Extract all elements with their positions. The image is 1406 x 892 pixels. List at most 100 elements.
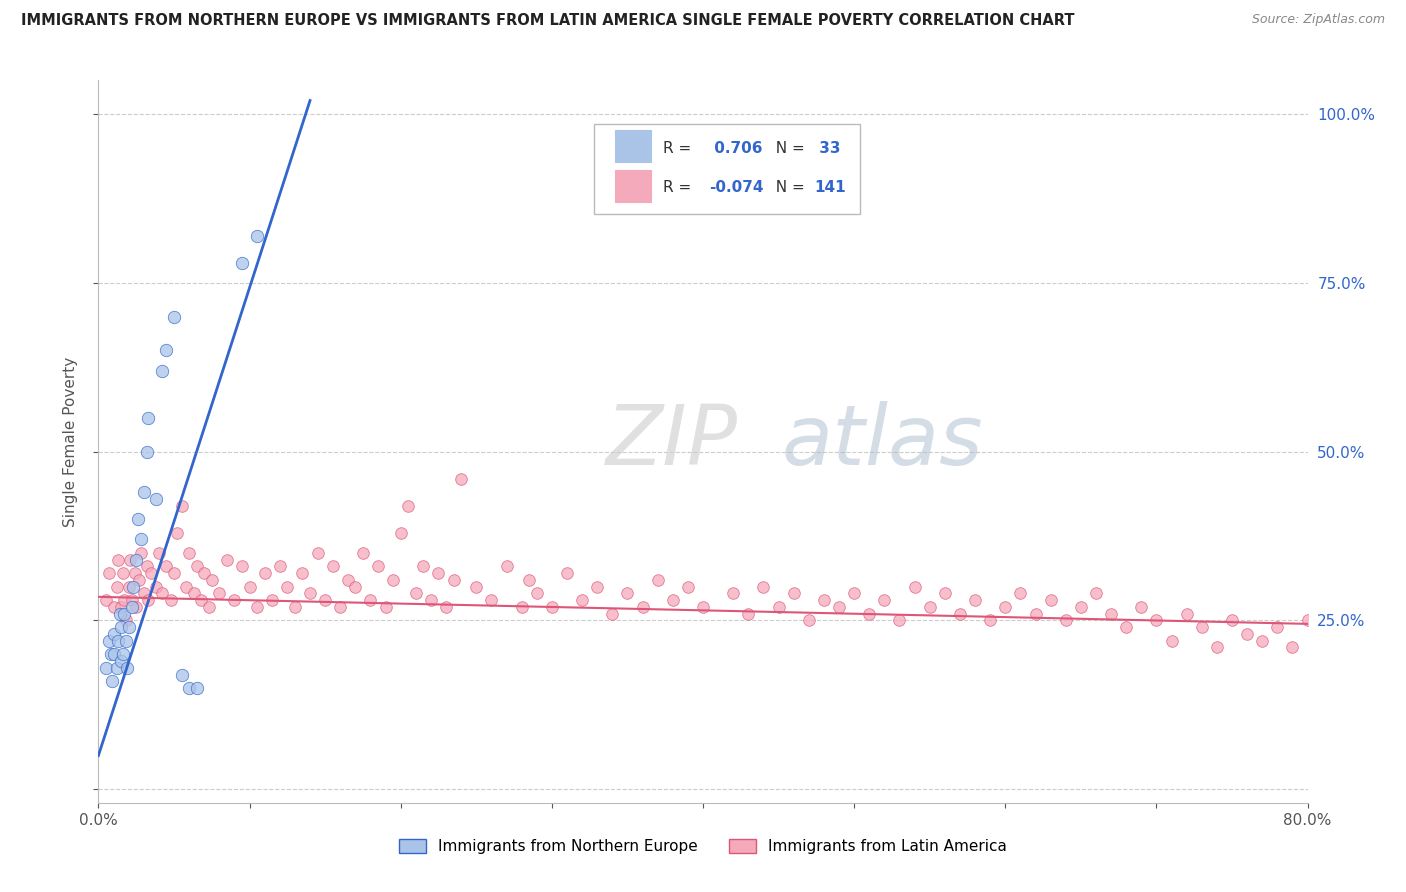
Point bbox=[112, 593, 135, 607]
Point bbox=[179, 681, 201, 695]
Point bbox=[150, 586, 173, 600]
Point bbox=[107, 552, 129, 566]
Point bbox=[103, 599, 125, 614]
Point bbox=[495, 559, 517, 574]
Point bbox=[101, 674, 124, 689]
Point bbox=[481, 593, 503, 607]
Point bbox=[105, 580, 128, 594]
Point bbox=[145, 580, 167, 594]
Point bbox=[150, 364, 173, 378]
Point bbox=[676, 580, 699, 594]
Point bbox=[571, 593, 593, 607]
Point bbox=[118, 620, 141, 634]
Point bbox=[1312, 627, 1334, 641]
Point bbox=[367, 559, 389, 574]
Point bbox=[276, 580, 298, 594]
Point bbox=[631, 599, 654, 614]
Point bbox=[1099, 607, 1122, 621]
Point bbox=[322, 559, 344, 574]
Point bbox=[183, 586, 205, 600]
Point bbox=[246, 228, 269, 243]
Point bbox=[934, 586, 956, 600]
Point bbox=[186, 681, 208, 695]
Point bbox=[145, 491, 167, 506]
Point bbox=[197, 599, 219, 614]
Point bbox=[141, 566, 163, 581]
Point bbox=[121, 599, 143, 614]
Point bbox=[344, 580, 367, 594]
Point bbox=[1115, 620, 1137, 634]
Point bbox=[253, 566, 276, 581]
Point bbox=[155, 343, 177, 358]
Point bbox=[314, 593, 336, 607]
Point bbox=[111, 566, 134, 581]
Point bbox=[616, 586, 638, 600]
Point bbox=[1296, 614, 1319, 628]
Point bbox=[170, 499, 193, 513]
Point bbox=[1175, 607, 1198, 621]
Point bbox=[127, 512, 149, 526]
Point bbox=[114, 633, 136, 648]
Point bbox=[105, 661, 128, 675]
Text: IMMIGRANTS FROM NORTHERN EUROPE VS IMMIGRANTS FROM LATIN AMERICA SINGLE FEMALE P: IMMIGRANTS FROM NORTHERN EUROPE VS IMMIG… bbox=[21, 13, 1074, 29]
Point bbox=[405, 586, 427, 600]
Point bbox=[1085, 586, 1108, 600]
Point bbox=[122, 580, 145, 594]
Point bbox=[160, 593, 183, 607]
Point bbox=[129, 546, 152, 560]
Point bbox=[246, 599, 269, 614]
Point bbox=[555, 566, 578, 581]
Point bbox=[768, 599, 790, 614]
Point bbox=[540, 599, 562, 614]
Text: 33: 33 bbox=[814, 141, 841, 155]
Point bbox=[904, 580, 927, 594]
Point bbox=[163, 310, 186, 324]
Point bbox=[813, 593, 835, 607]
Point bbox=[412, 559, 434, 574]
Point bbox=[136, 411, 159, 425]
Point bbox=[307, 546, 329, 560]
Point bbox=[661, 593, 683, 607]
Point bbox=[1402, 647, 1406, 661]
Point bbox=[1386, 633, 1406, 648]
Point bbox=[844, 586, 866, 600]
Point bbox=[231, 255, 253, 269]
Point bbox=[135, 444, 157, 458]
Point bbox=[586, 580, 609, 594]
Point bbox=[208, 586, 231, 600]
Point bbox=[284, 599, 307, 614]
Text: N =: N = bbox=[766, 180, 810, 195]
Point bbox=[170, 667, 193, 681]
Point bbox=[336, 573, 359, 587]
Point bbox=[1267, 620, 1289, 634]
Point bbox=[108, 607, 131, 621]
Point bbox=[858, 607, 880, 621]
Text: R =: R = bbox=[664, 141, 696, 155]
Point bbox=[121, 593, 143, 607]
Point bbox=[190, 593, 212, 607]
Point bbox=[1251, 633, 1274, 648]
Point bbox=[129, 533, 152, 547]
Point bbox=[1160, 633, 1182, 648]
Point bbox=[98, 566, 121, 581]
Point bbox=[979, 614, 1001, 628]
Point bbox=[136, 593, 159, 607]
Point bbox=[1144, 614, 1167, 628]
Point bbox=[135, 559, 157, 574]
Point bbox=[1372, 661, 1395, 675]
Point bbox=[103, 647, 125, 661]
Bar bbox=[614, 169, 651, 202]
Point bbox=[110, 654, 132, 668]
Point bbox=[1236, 627, 1258, 641]
Point bbox=[918, 599, 941, 614]
Point bbox=[114, 614, 136, 628]
Point bbox=[1130, 599, 1153, 614]
Point bbox=[889, 614, 911, 628]
Point bbox=[215, 552, 238, 566]
Point bbox=[450, 472, 472, 486]
Point bbox=[360, 593, 382, 607]
Point bbox=[1010, 586, 1032, 600]
Point bbox=[797, 614, 820, 628]
Point bbox=[949, 607, 972, 621]
Point bbox=[174, 580, 197, 594]
